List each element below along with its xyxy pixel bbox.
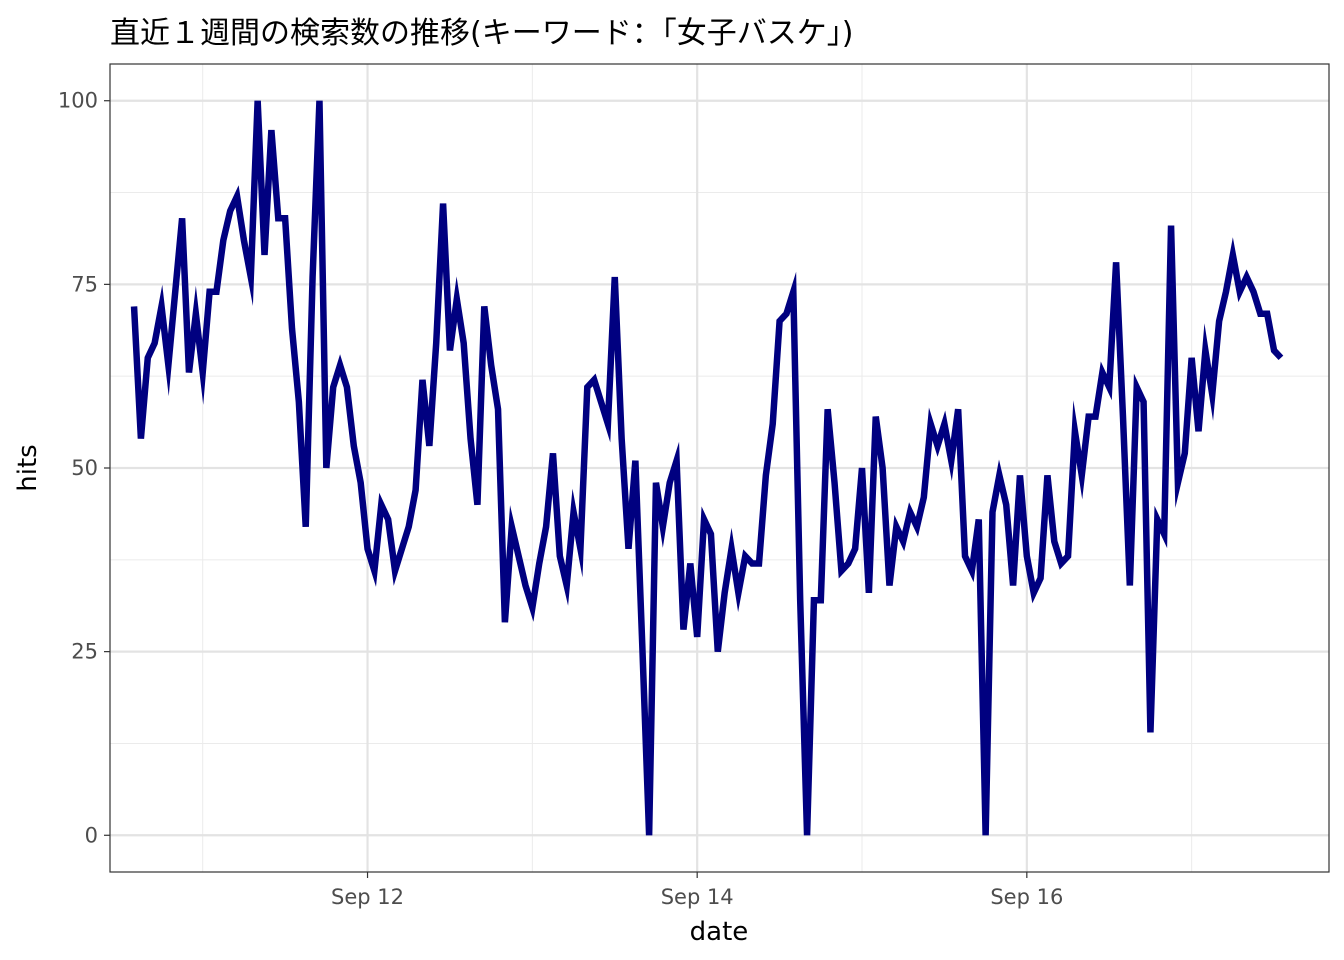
y-tick-label: 0 bbox=[85, 823, 98, 847]
x-tick-label: Sep 16 bbox=[990, 885, 1063, 909]
y-axis-title: hits bbox=[13, 444, 43, 491]
axis-tick-labels: Sep 12 Sep 14 Sep 16 0 25 50 75 100 bbox=[58, 89, 1063, 909]
axis-ticks bbox=[104, 100, 1028, 878]
x-tick-label: Sep 14 bbox=[661, 885, 734, 909]
y-tick-label: 100 bbox=[58, 89, 98, 113]
series-line bbox=[130, 100, 1284, 836]
y-tick-label: 25 bbox=[71, 640, 98, 664]
x-tick-label: Sep 12 bbox=[331, 885, 404, 909]
major-gridlines bbox=[110, 64, 1329, 872]
series-layer bbox=[130, 100, 1284, 836]
y-tick-label: 50 bbox=[71, 456, 98, 480]
x-axis-title: date bbox=[690, 917, 749, 947]
y-tick-label: 75 bbox=[71, 272, 98, 296]
chart-title: 直近１週間の検索数の推移(キーワード：「女子バスケ」) bbox=[110, 16, 854, 51]
